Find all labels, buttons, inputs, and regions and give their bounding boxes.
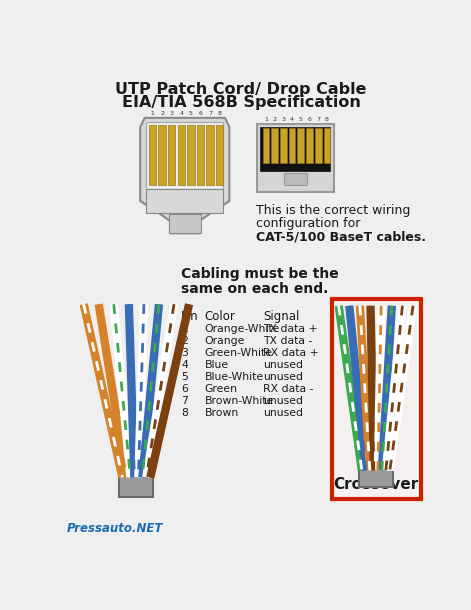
Bar [284, 173, 307, 185]
Text: 3: 3 [181, 348, 188, 358]
Text: Signal: Signal [263, 310, 300, 323]
Text: unused: unused [263, 396, 303, 406]
Text: 3: 3 [170, 111, 174, 117]
Bar [315, 128, 322, 163]
Text: 7: 7 [316, 118, 320, 123]
Text: 4: 4 [290, 118, 294, 123]
Text: TX data +: TX data + [263, 325, 318, 334]
Text: Pressauto.NET: Pressauto.NET [66, 522, 163, 535]
Text: Cabling must be the: Cabling must be the [181, 267, 339, 281]
Text: 2: 2 [160, 111, 164, 117]
Bar [216, 125, 223, 185]
Bar [146, 123, 223, 190]
Text: This is the correct wiring: This is the correct wiring [257, 204, 411, 217]
Text: 6: 6 [308, 118, 311, 123]
Text: 7: 7 [208, 111, 212, 117]
Text: EIA/TIA 568B Specification: EIA/TIA 568B Specification [122, 95, 360, 110]
Text: Crossover: Crossover [333, 476, 418, 492]
Text: configuration for: configuration for [257, 217, 361, 230]
Bar [332, 299, 421, 499]
Text: unused: unused [263, 372, 303, 382]
Text: 5: 5 [189, 111, 193, 117]
Bar [297, 128, 304, 163]
Text: 1: 1 [151, 111, 154, 117]
Text: 7: 7 [181, 396, 188, 406]
Text: Orange: Orange [204, 336, 245, 346]
Text: 6: 6 [198, 111, 203, 117]
Text: same on each end.: same on each end. [181, 282, 329, 296]
Text: unused: unused [263, 407, 303, 418]
Text: 4: 4 [179, 111, 183, 117]
Text: UTP Patch Cord/ Drop Cable: UTP Patch Cord/ Drop Cable [115, 82, 367, 98]
Text: UTP: UTP [359, 464, 393, 479]
Text: 5: 5 [299, 118, 303, 123]
Bar [119, 451, 154, 497]
Bar [260, 127, 330, 171]
Bar [271, 128, 278, 163]
Bar [178, 125, 185, 185]
Bar [359, 445, 393, 487]
Text: 2: 2 [181, 336, 188, 346]
Text: 3: 3 [281, 118, 285, 123]
Text: Green-White: Green-White [204, 348, 273, 358]
Text: 1: 1 [264, 118, 268, 123]
Text: Blue-White: Blue-White [204, 372, 264, 382]
Bar [187, 125, 195, 185]
Text: 6: 6 [181, 384, 188, 394]
Text: Brown-White: Brown-White [204, 396, 274, 406]
Text: Orange-White: Orange-White [204, 325, 280, 334]
Text: Green: Green [204, 384, 237, 394]
Bar [158, 125, 166, 185]
Bar [168, 125, 175, 185]
Text: 8: 8 [181, 407, 188, 418]
Bar [169, 214, 201, 234]
Polygon shape [140, 118, 229, 234]
Text: 8: 8 [325, 118, 329, 123]
Text: RX data +: RX data + [263, 348, 319, 358]
Text: Brown: Brown [204, 407, 239, 418]
Text: 4: 4 [181, 360, 188, 370]
Bar [197, 125, 204, 185]
Bar [262, 128, 269, 163]
Bar [149, 125, 156, 185]
Text: Blue: Blue [204, 360, 229, 370]
Bar [206, 125, 214, 185]
Text: unused: unused [263, 360, 303, 370]
Text: Pin: Pin [181, 310, 199, 323]
Text: TX data -: TX data - [263, 336, 313, 346]
Text: 5: 5 [181, 372, 188, 382]
Text: 8: 8 [218, 111, 221, 117]
Bar [280, 128, 287, 163]
Bar [146, 190, 223, 212]
Text: 2: 2 [273, 118, 276, 123]
Bar [324, 128, 330, 163]
Text: Color: Color [204, 310, 236, 323]
Text: RX data -: RX data - [263, 384, 314, 394]
Text: CAT-5/100 BaseT cables.: CAT-5/100 BaseT cables. [257, 231, 427, 243]
Bar [257, 124, 334, 192]
Text: 1: 1 [181, 325, 188, 334]
Bar [289, 128, 295, 163]
Bar [306, 128, 313, 163]
